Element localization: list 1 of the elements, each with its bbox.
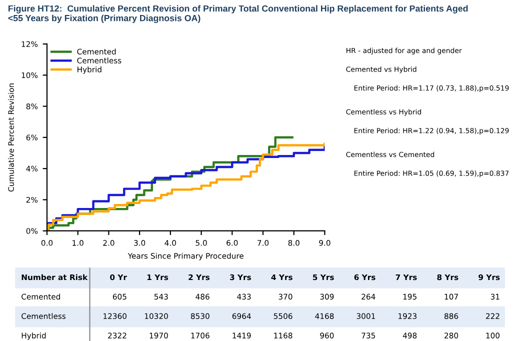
chart-title: Figure HT12: Cumulative Percent Revision of Primary Total Conventional Hip Replacement for Patients Aged <55 Years by Fixation (Primary Diagnosis OA) <box>8 5 468 24</box>
